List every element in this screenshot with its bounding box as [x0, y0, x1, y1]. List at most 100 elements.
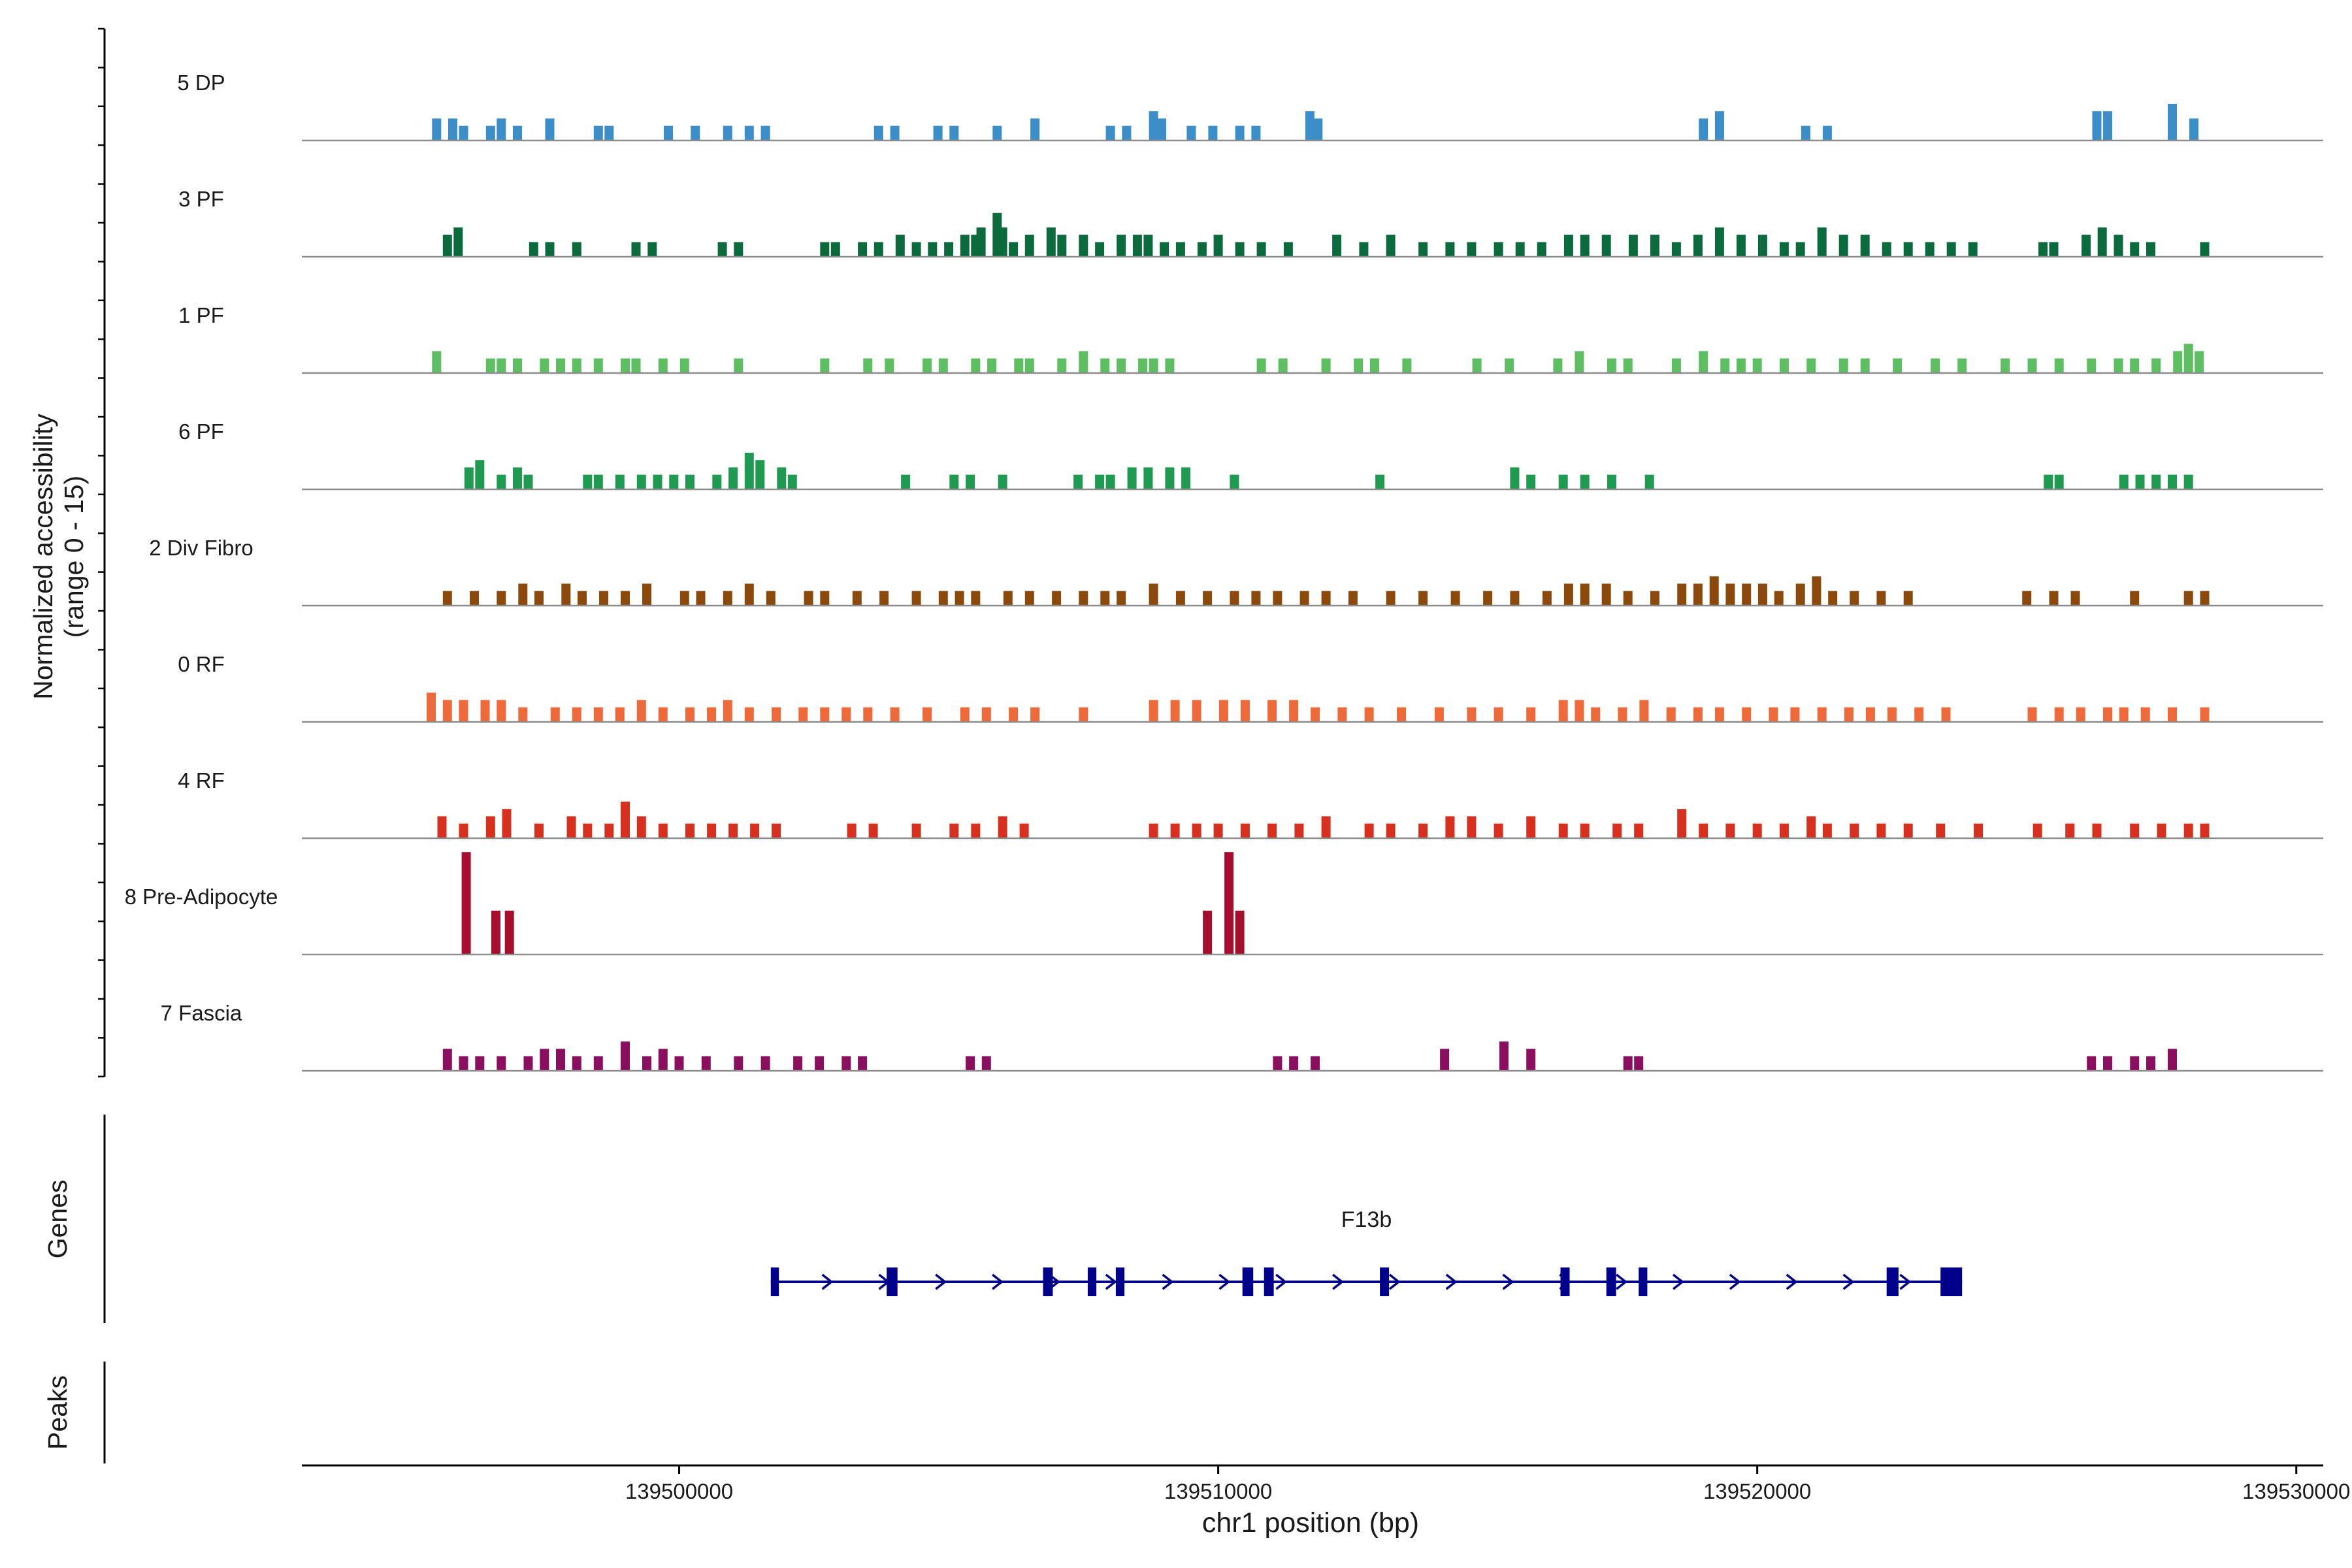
- coverage-peak: [1273, 1056, 1282, 1071]
- coverage-peak: [1887, 707, 1897, 722]
- coverage-peak: [1165, 467, 1175, 489]
- coverage-peak: [863, 707, 873, 722]
- coverage-peak: [734, 1056, 743, 1071]
- track-6: [302, 802, 2323, 840]
- coverage-peak: [1305, 111, 1315, 140]
- coverage-peak: [1575, 351, 1584, 373]
- coverage-peak: [1364, 823, 1374, 838]
- coverage-peak: [911, 591, 921, 606]
- coverage-peak: [1806, 816, 1816, 838]
- coverage-peak: [1580, 235, 1590, 257]
- coverage-peak: [2183, 823, 2193, 838]
- coverage-peak: [728, 823, 738, 838]
- coverage-peak: [1160, 242, 1169, 257]
- coverage-peak: [890, 707, 900, 722]
- coverage-peak: [556, 1049, 565, 1071]
- genes-label: Genes: [42, 1180, 73, 1259]
- coverage-peak: [1714, 707, 1724, 722]
- coverage-peak: [523, 474, 533, 489]
- track-2: [302, 344, 2323, 374]
- coverage-peak: [437, 816, 447, 838]
- track-label: 4 RF: [178, 768, 225, 792]
- coverage-peak: [1742, 707, 1752, 722]
- coverage-peak: [1117, 358, 1126, 373]
- gene-exon: [1264, 1267, 1274, 1296]
- coverage-peak: [2157, 823, 2166, 838]
- gene-exon: [1115, 1267, 1125, 1296]
- coverage-peak: [631, 358, 641, 373]
- coverage-peak: [949, 125, 959, 140]
- coverage-peak: [1402, 358, 1412, 373]
- coverage-peak: [998, 227, 1007, 257]
- strand-arrow: [1502, 1273, 1514, 1290]
- strand-arrow: [1842, 1273, 1855, 1290]
- strand-arrow: [1445, 1273, 1458, 1290]
- coverage-peak: [858, 1056, 868, 1071]
- coverage-peak: [707, 707, 717, 722]
- coverage-peak: [1230, 474, 1239, 489]
- coverage-peak: [1526, 816, 1536, 838]
- strand-arrow: [1275, 1273, 1288, 1290]
- coverage-peak: [2130, 242, 2140, 257]
- coverage-peak: [513, 467, 522, 489]
- coverage-peak: [1472, 358, 1482, 373]
- coverage-peak: [566, 816, 576, 838]
- coverage-peak: [1467, 816, 1477, 838]
- coverage-peak: [1957, 358, 1967, 373]
- coverage-peak: [442, 235, 452, 257]
- coverage-peak: [513, 358, 522, 373]
- coverage-peak: [2130, 1056, 2140, 1071]
- coverage-peak: [1671, 358, 1681, 373]
- coverage-peak: [2135, 474, 2145, 489]
- coverage-peak: [497, 474, 506, 489]
- coverage-peak: [1876, 591, 1886, 606]
- coverage-peak: [1850, 591, 1859, 606]
- coverage-peak: [787, 474, 797, 489]
- coverage-peak: [1267, 823, 1277, 838]
- coverage-peak: [1725, 583, 1735, 606]
- coverage-peak: [1510, 591, 1520, 606]
- coverage-peak: [1876, 823, 1886, 838]
- coverage-peak: [1203, 910, 1213, 955]
- coverage-peak: [895, 235, 905, 257]
- coverage-peak: [593, 358, 603, 373]
- coverage-peak: [497, 118, 506, 140]
- coverage-peak: [744, 707, 754, 722]
- coverage-peak: [561, 583, 571, 606]
- coverage-peak: [658, 823, 668, 838]
- coverage-peak: [890, 125, 900, 140]
- track-5: [302, 693, 2323, 723]
- coverage-peak: [960, 707, 970, 722]
- coverage-peak: [1278, 358, 1288, 373]
- coverage-peak: [464, 467, 474, 489]
- coverage-peak: [1801, 125, 1810, 140]
- coverage-peak: [1828, 591, 1838, 606]
- coverage-peak: [2044, 474, 2053, 489]
- coverage-peak: [1143, 235, 1153, 257]
- coverage-peak: [1693, 707, 1703, 722]
- gene-exon: [887, 1267, 898, 1296]
- coverage-peak: [820, 707, 830, 722]
- coverage-peak: [2092, 823, 2102, 838]
- track-label: 7 Fascia: [161, 1001, 242, 1025]
- coverage-peak: [1612, 823, 1622, 838]
- coverage-peak: [2200, 707, 2210, 722]
- coverage-peak: [599, 591, 608, 606]
- coverage-peak: [874, 125, 883, 140]
- coverage-peak: [1903, 823, 1913, 838]
- coverage-peak: [545, 242, 555, 257]
- coverage-peak: [572, 358, 581, 373]
- coverage-peak: [1580, 474, 1590, 489]
- strand-arrow: [1899, 1273, 1912, 1290]
- y-axis-label-line-2: (range 0 - 15): [59, 476, 89, 638]
- coverage-peak: [1822, 823, 1832, 838]
- coverage-peak: [1575, 700, 1584, 722]
- coverage-peak: [2065, 823, 2075, 838]
- coverage-peak: [1192, 823, 1201, 838]
- coverage-peak: [1418, 823, 1428, 838]
- gene-exon: [1242, 1267, 1254, 1296]
- coverage-peak: [1580, 583, 1590, 606]
- track-labels: 5 DP 3 PF 1 PF 6 PF 2 Div Fibro 0 RF 4 RF 8 Pre…: [125, 71, 278, 1025]
- coverage-peak: [2173, 351, 2183, 373]
- coverage-peak: [1714, 227, 1724, 257]
